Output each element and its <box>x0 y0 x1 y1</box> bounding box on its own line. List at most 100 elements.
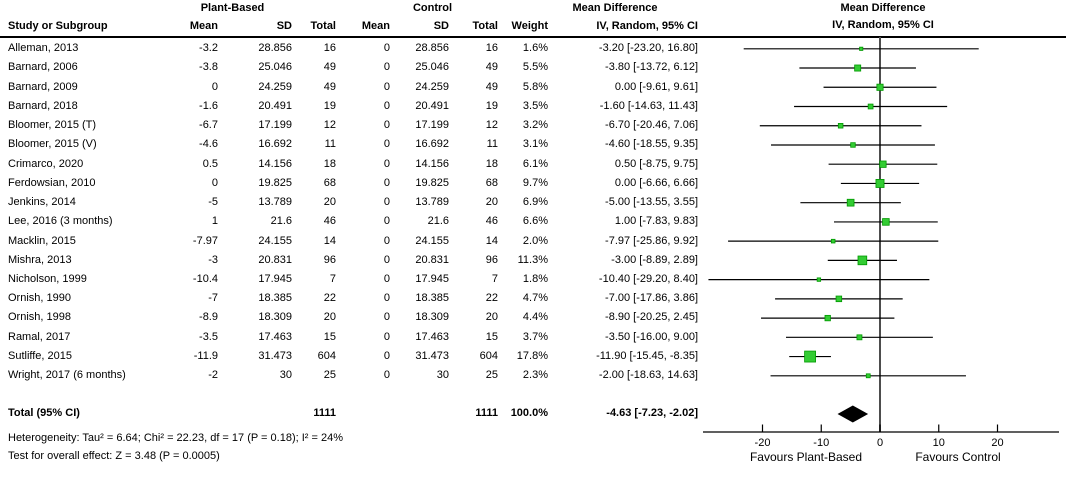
mean-control-col-header: Mean <box>361 20 390 32</box>
study-name: Ornish, 1998 <box>8 311 71 324</box>
weight-col-header: Weight <box>511 20 548 32</box>
total-control: 49 <box>485 61 498 74</box>
study-name: Barnard, 2006 <box>8 61 78 74</box>
study-name: Ornish, 1990 <box>8 292 71 305</box>
spacer-cell <box>336 404 390 423</box>
axis-tick-label: 20 <box>991 437 1003 449</box>
weight: 2.3% <box>522 369 548 382</box>
effect-marker <box>837 123 844 129</box>
study-name: Bloomer, 2015 (T) <box>8 119 97 132</box>
total-control: 12 <box>485 119 498 132</box>
mean-plant-based: -3.8 <box>199 61 218 74</box>
study-row: Ramal, 2017 -3.5 17.463 15 0 17.463 15 3.7% -3.5… <box>0 328 700 347</box>
total-control: 20 <box>485 196 498 209</box>
weight: 2.0% <box>522 234 548 247</box>
study-row: Mishra, 2013 -3 20.831 96 0 20.831 96 11.3% -3.0… <box>0 251 700 270</box>
study-name: Barnard, 2009 <box>8 80 78 93</box>
total-control: 22 <box>485 292 498 305</box>
study-table: Alleman, 2013 -3.2 28.856 16 0 28.856 16 1.6% -3… <box>0 39 700 385</box>
total-control: 20 <box>485 311 498 324</box>
weight: 3.1% <box>522 138 548 151</box>
mean-plant-based: -10.4 <box>192 273 218 285</box>
study-row: Bloomer, 2015 (V) -4.6 16.692 11 0 16.692 11 3.… <box>0 135 700 154</box>
mean-control: 0 <box>383 215 390 228</box>
study-name: Ferdowsian, 2010 <box>8 176 96 189</box>
study-row: Wright, 2017 (6 months) -2 30 25 0 30 25 2.3% -2… <box>0 366 700 385</box>
sd-plant-based: 25.046 <box>258 61 292 74</box>
total-plant-based: 46 <box>323 215 336 228</box>
sd-control: 31.473 <box>415 349 449 362</box>
sd-control: 14.156 <box>415 157 449 170</box>
weight: 3.2% <box>522 119 548 132</box>
weight: 5.8% <box>522 80 548 93</box>
mean-difference-ci: -3.50 [-16.00, 9.00] <box>605 330 698 343</box>
sd-control: 21.6 <box>427 215 449 228</box>
effect-marker <box>857 255 868 266</box>
weight: 3.5% <box>522 99 548 112</box>
study-col-header: Study or Subgroup <box>8 20 108 32</box>
study-row: Lee, 2016 (3 months) 1 21.6 46 0 21.6 46 6.6% 1.… <box>0 212 700 231</box>
total-plant-based: 20 <box>323 196 336 209</box>
study-row: Barnard, 2018 -1.6 20.491 19 0 20.491 19 3.5% -1… <box>0 97 700 116</box>
mean-difference-ci: 1.00 [-7.83, 9.83] <box>614 215 698 228</box>
effect-marker <box>854 64 862 72</box>
sd-control: 30 <box>436 369 449 382</box>
total-control: 19 <box>485 99 498 112</box>
total-control: 18 <box>485 157 498 170</box>
total-control: 46 <box>485 215 498 228</box>
total-plant-based: 7 <box>329 273 336 285</box>
sd-plant-based: 13.789 <box>258 196 292 209</box>
mean-plant-based: -7 <box>208 292 218 305</box>
effect-marker <box>859 46 864 51</box>
total-plant-based: 12 <box>323 119 336 132</box>
total-plant-based: 68 <box>323 176 336 189</box>
total-control: 604 <box>479 349 498 362</box>
forest-plot-canvas: -20 -10 0 10 20 Favours Plant-Based Favours Co… <box>703 37 1059 464</box>
favours-right-label: Favours Control <box>915 450 1000 464</box>
total-control: 15 <box>485 330 498 343</box>
sd-control: 20.491 <box>415 99 449 112</box>
mean-plant-based: -3 <box>208 253 218 266</box>
mean-difference-ci: -2.00 [-18.63, 14.63] <box>598 369 698 382</box>
favours-left-label: Favours Plant-Based <box>750 450 862 464</box>
total-plant-based: 96 <box>323 253 336 266</box>
total-plant-based: 18 <box>323 157 336 170</box>
total-plant-based: 604 <box>317 349 336 362</box>
mean-control: 0 <box>383 138 390 151</box>
total-plant-based: 16 <box>323 42 336 55</box>
effect-marker <box>882 218 890 226</box>
spacer-cell <box>218 404 292 423</box>
total-weight: 100.0% <box>510 407 548 420</box>
mean-control: 0 <box>383 253 390 266</box>
total-control: 49 <box>485 80 498 93</box>
total-plant-based: 49 <box>323 80 336 93</box>
group-header-control: Control <box>412 2 453 14</box>
md-column-title: Mean Difference <box>572 2 658 14</box>
total-control: 11 <box>486 138 498 151</box>
sd-control: 24.155 <box>415 234 449 247</box>
mean-difference-ci: 0.00 [-9.61, 9.61] <box>614 80 698 93</box>
md-col-subheader: IV, Random, 95% CI <box>596 20 698 32</box>
sd-control: 17.199 <box>415 119 449 132</box>
weight: 17.8% <box>516 349 548 362</box>
mean-control: 0 <box>383 176 390 189</box>
mean-plant-based: 0.5 <box>202 157 218 170</box>
sd-plant-based: 18.309 <box>258 311 292 324</box>
mean-difference-ci: -1.60 [-14.63, 11.43] <box>599 99 698 112</box>
total-control: 7 <box>491 273 498 285</box>
sd-control: 18.385 <box>415 292 449 305</box>
sd-control: 13.789 <box>415 196 449 209</box>
effect-marker <box>846 198 855 207</box>
mean-difference-ci: -10.40 [-29.20, 8.40] <box>598 273 698 285</box>
total-md-ci: -4.63 [-7.23, -2.02] <box>606 407 698 420</box>
heterogeneity-text: Heterogeneity: Tau² = 6.64; Chi² = 22.23… <box>8 432 343 444</box>
mean-plant-based: -8.9 <box>199 311 218 324</box>
sd-plant-based: 28.856 <box>258 42 292 55</box>
weight: 9.7% <box>522 176 548 189</box>
mean-plant-based: -3.2 <box>199 42 218 55</box>
study-row: Barnard, 2006 -3.8 25.046 49 0 25.046 49 5.5% -3… <box>0 58 700 77</box>
axis-tick-label: -20 <box>755 437 771 449</box>
study-row: Jenkins, 2014 -5 13.789 20 0 13.789 20 6.9% -5.0… <box>0 193 700 212</box>
effect-marker <box>867 103 874 110</box>
mean-difference-ci: -5.00 [-13.55, 3.55] <box>605 196 698 209</box>
